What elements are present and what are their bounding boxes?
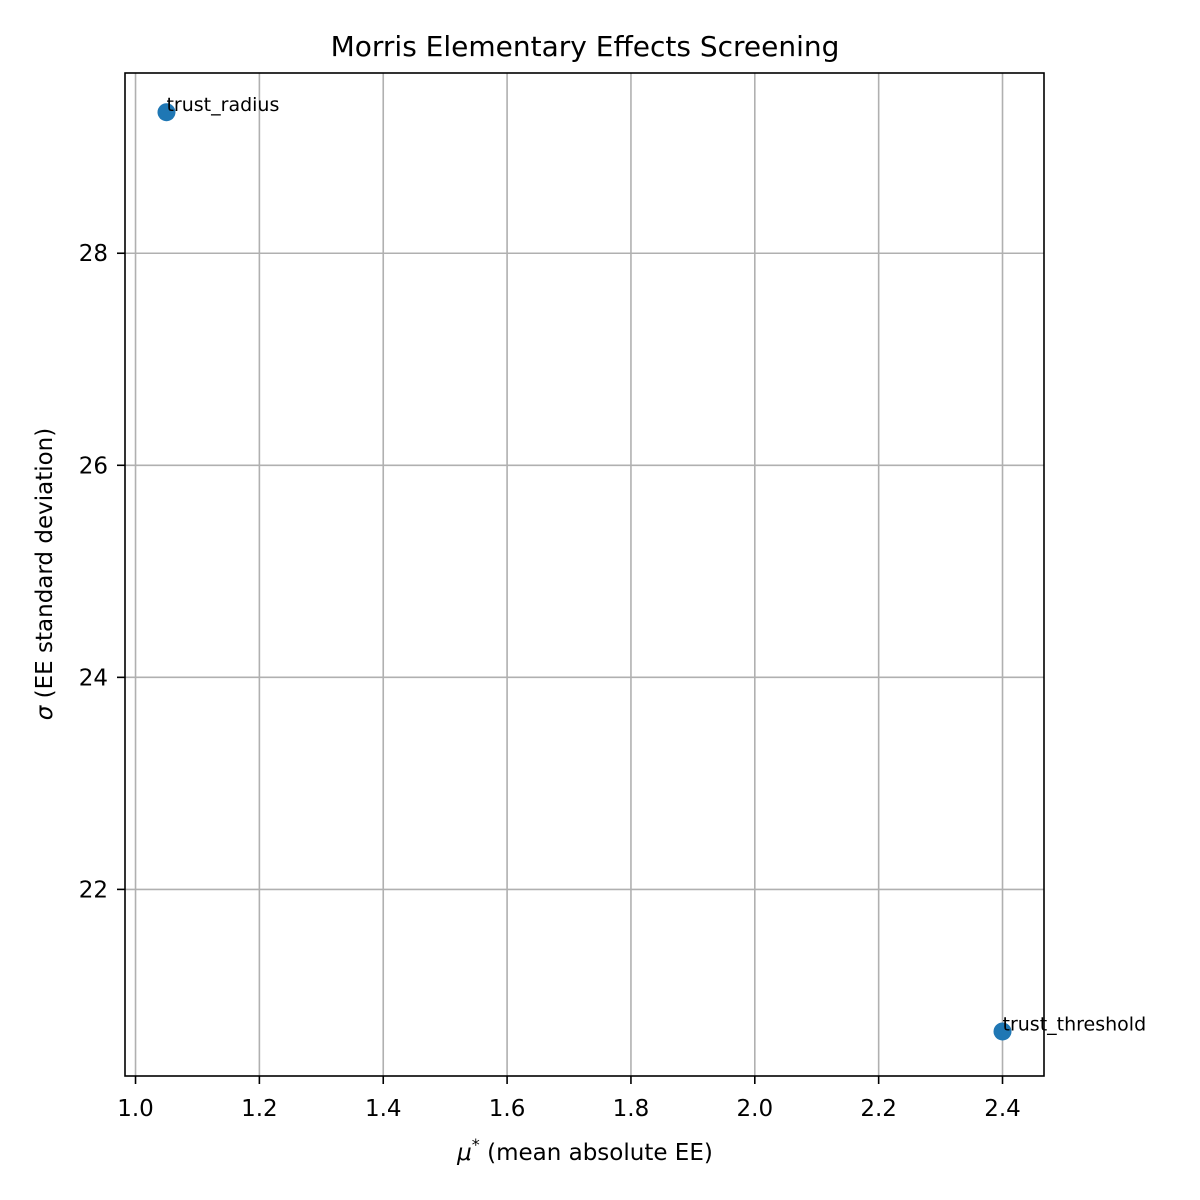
x-tick-label: 1.6: [489, 1096, 526, 1122]
x-tick-label: 2.0: [737, 1096, 774, 1122]
y-axis: 22 24 26 28: [79, 241, 125, 903]
chart-title: Morris Elementary Effects Screening: [331, 30, 840, 63]
y-tick-label: 28: [79, 241, 108, 267]
x-axis-title-superscript: *: [472, 1135, 480, 1154]
data-point: [157, 103, 176, 122]
x-tick-label: 1.0: [117, 1096, 154, 1122]
data-point-label: trust_radius: [166, 94, 279, 116]
data-point: [993, 1022, 1012, 1041]
x-axis-title-symbol: μ: [456, 1140, 472, 1166]
points-layer: trust_radius trust_threshold: [157, 94, 1147, 1041]
x-tick-label: 1.4: [365, 1096, 402, 1122]
plot-frame: [124, 72, 1045, 1077]
y-tick-label: 26: [79, 453, 108, 479]
x-tick-label: 1.2: [241, 1096, 278, 1122]
x-tick-label: 1.8: [613, 1096, 650, 1122]
x-axis-title-text: (mean absolute EE): [480, 1140, 713, 1166]
y-axis-title-symbol: σ: [32, 704, 58, 720]
y-tick-label: 22: [79, 877, 108, 903]
x-tick-label: 2.4: [984, 1096, 1021, 1122]
x-axis-title: μ* (mean absolute EE): [456, 1135, 713, 1166]
y-tick-label: 24: [79, 665, 108, 691]
x-tick-label: 2.2: [860, 1096, 897, 1122]
y-axis-title: σ (EE standard deviation): [32, 428, 58, 720]
x-axis: 1.0 1.2 1.4 1.6 1.8 2.0 2.2 2.4: [117, 1076, 1021, 1122]
y-axis-title-text: (EE standard deviation): [32, 428, 58, 706]
data-point-label: trust_threshold: [1003, 1013, 1147, 1035]
grid-layer: [125, 73, 1044, 1076]
